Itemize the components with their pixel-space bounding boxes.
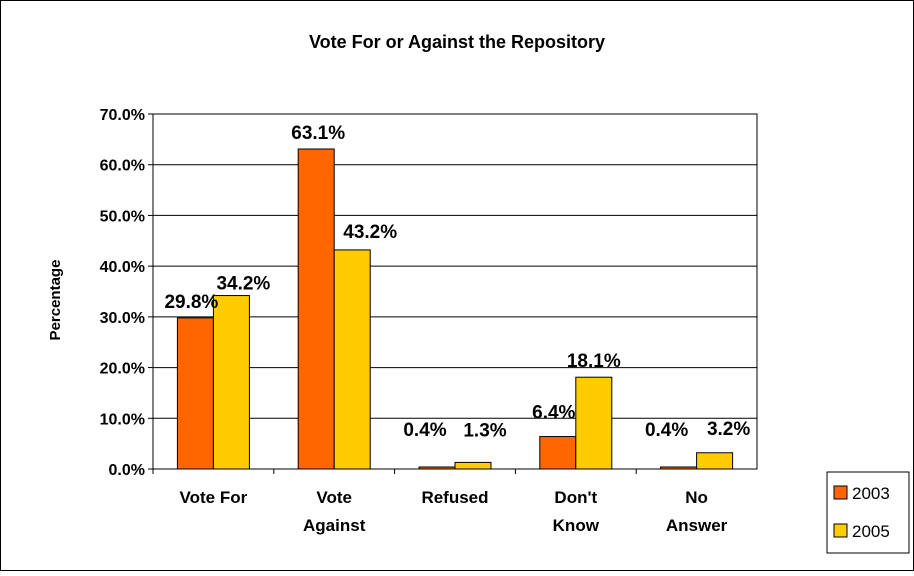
legend-label-2003: 2003 [852, 484, 890, 503]
bar-2003-2 [418, 466, 456, 470]
gridlines [148, 113, 757, 470]
x-tick-label: Vote For [180, 488, 248, 507]
y-axis-label: Percentage [47, 260, 64, 341]
x-tick-label: Vote [316, 488, 352, 507]
x-tick-label: Against [303, 516, 366, 535]
bar-2005-2 [454, 461, 492, 470]
y-axis-ticks: 0.0% 10.0% 20.0% 30.0% 40.0% 50.0% 60.0% 70.0% [100, 107, 145, 479]
bar-2005-0 [212, 295, 250, 470]
bar-2005-3 [575, 376, 613, 470]
data-label-2003-2: 0.4% [403, 420, 446, 441]
data-label-2005-0: 34.2% [216, 274, 270, 295]
data-label-2003-0: 29.8% [164, 292, 218, 313]
data-label-2003-4: 0.4% [645, 420, 688, 441]
data-label-2003-1: 63.1% [291, 123, 345, 144]
legend: 2003 2005 [826, 471, 910, 554]
data-label-2005-2: 1.3% [463, 420, 506, 441]
plot-area [152, 113, 758, 470]
y-tick-label: 70.0% [100, 107, 145, 124]
bar-2003-3 [539, 436, 577, 470]
x-tick-label: Answer [666, 516, 728, 535]
y-tick-label: 50.0% [100, 208, 145, 225]
x-tick-label: Don't [554, 488, 597, 507]
y-tick-label: 20.0% [100, 361, 145, 378]
bar-2005-1 [333, 249, 371, 470]
y-tick-label: 10.0% [100, 411, 145, 428]
y-tick-label: 40.0% [100, 259, 145, 276]
data-label-2005-1: 43.2% [343, 222, 397, 243]
data-label-2005-3: 18.1% [567, 351, 621, 372]
bar-2003-1 [297, 148, 335, 470]
legend-swatch-2005 [833, 523, 848, 538]
y-tick-label: 0.0% [109, 462, 145, 479]
data-label-2003-3: 6.4% [532, 403, 575, 424]
legend-label-2005: 2005 [852, 522, 890, 541]
x-tick-label: No [685, 488, 708, 507]
y-tick-label: 30.0% [100, 310, 145, 327]
y-tick-label: 60.0% [100, 158, 145, 175]
data-label-2005-4: 3.2% [707, 419, 750, 440]
data-labels: 29.8%34.2% 63.1% 43.2% 0.4% 1.3% 6.4% 18.1% 0.4… [164, 123, 750, 441]
bar-2003-0 [176, 317, 214, 470]
bars [152, 148, 734, 474]
x-axis-labels: Vote For Vote Against Refused Don't Know No Ans… [180, 488, 728, 535]
legend-swatch-2003 [833, 485, 848, 500]
bar-2003-4 [660, 466, 698, 470]
chart-title: Vote For or Against the Repository [309, 32, 605, 52]
bar-2005-4 [696, 452, 734, 470]
x-tick-label: Refused [421, 488, 488, 507]
x-tick-label: Know [553, 516, 600, 535]
